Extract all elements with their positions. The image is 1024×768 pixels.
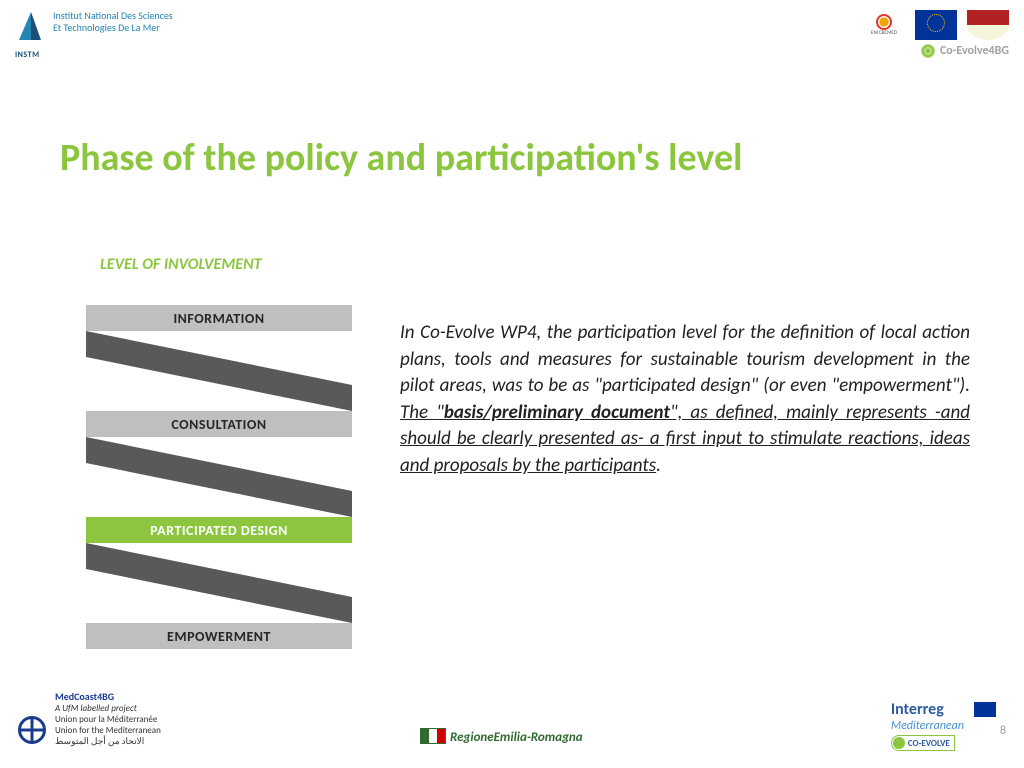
sail-icon xyxy=(15,10,47,48)
ladder-level-consultation: CONSULTATION xyxy=(86,411,352,437)
interreg-mediterranean: Mediterranean xyxy=(891,719,964,733)
involvement-subtitle: LEVEL OF INVOLVEMENT xyxy=(100,255,261,274)
ladder-connectors xyxy=(86,305,352,653)
italy-flag-icon xyxy=(420,728,446,744)
header: Institut National Des Sciences Et Techno… xyxy=(15,10,1009,70)
body-underlined: The "basis/preliminary document", as def… xyxy=(400,401,970,477)
page-number: 8 xyxy=(1000,724,1006,738)
body-paragraph: In Co-Evolve WP4, the participation leve… xyxy=(400,320,970,480)
interreg-logo: Interreg Mediterranean CO-EVOLVE xyxy=(891,700,964,751)
page-title: Phase of the policy and participation's … xyxy=(60,135,984,181)
ladder-level-empowerment: EMPOWERMENT xyxy=(86,623,352,649)
instm-logo: Institut National Des Sciences Et Techno… xyxy=(15,10,173,48)
institute-name: Institut National Des Sciences Et Techno… xyxy=(53,10,173,33)
institute-line1: Institut National Des Sciences xyxy=(53,10,173,22)
sardinia-shield-logo xyxy=(967,10,1009,40)
eu-flag-small-icon xyxy=(974,702,996,717)
coevolve-badge-dot-icon xyxy=(893,737,905,749)
coevolve-dot-icon xyxy=(921,44,935,58)
medcoast4bg-label: MedCoast4BG xyxy=(55,690,161,703)
ufm-wheel-icon xyxy=(18,716,46,744)
institute-abbrev: INSTM xyxy=(15,50,40,60)
ladder-level-participated-design: PARTICIPATED DESIGN xyxy=(86,517,352,543)
ufm-ar: الاتحاد من أجل المتوسط xyxy=(55,736,161,747)
body-part3: . xyxy=(656,454,661,477)
ufm-block: MedCoast4BG A UfM labelled project Union… xyxy=(55,690,161,747)
interreg-coevolve-badge: CO-EVOLVE xyxy=(891,735,955,751)
footer: MedCoast4BG A UfM labelled project Union… xyxy=(0,690,1024,760)
regione-emilia-romagna-logo: RegioneEmilia-Romagna xyxy=(420,728,583,745)
interreg-main: Interreg xyxy=(891,700,964,719)
body-part1: In Co-Evolve WP4, the participation leve… xyxy=(400,321,970,397)
ufm-en: Union for the Mediterranean xyxy=(55,725,161,736)
involvement-ladder: INFORMATION CONSULTATION PARTICIPATED DE… xyxy=(86,305,352,653)
ufm-fr: Union pour la Méditerranée xyxy=(55,714,161,725)
ladder-level-information: INFORMATION xyxy=(86,305,352,331)
eu-flag-logo xyxy=(915,10,957,40)
eni-cbcmed-logo: ENI CBCMED xyxy=(863,10,905,40)
coevolve4bg-tag: Co-Evolve4BG xyxy=(863,44,1009,58)
ufm-labelled: A UfM labelled project xyxy=(55,703,161,714)
institute-line2: Et Technologies De La Mer xyxy=(53,22,173,34)
partner-logos: ENI CBCMED Co-Evolve4BG xyxy=(863,10,1009,58)
